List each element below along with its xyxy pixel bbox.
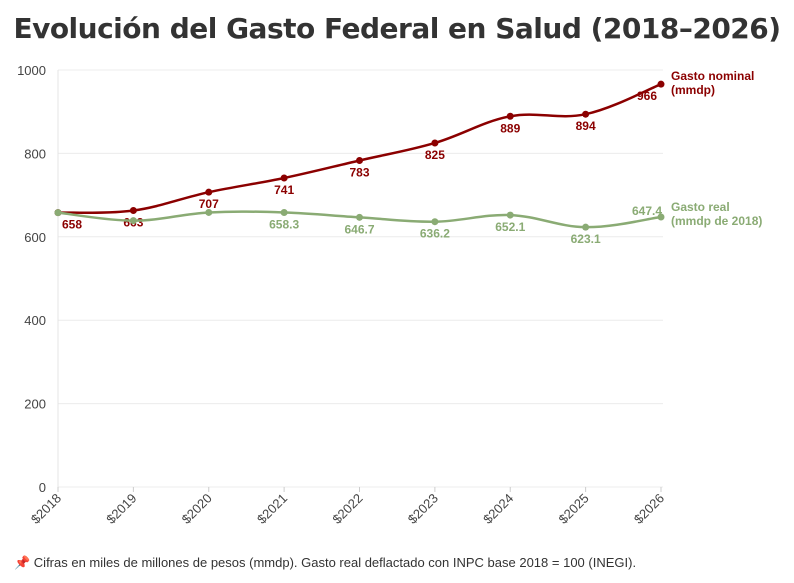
data-point <box>431 218 439 226</box>
data-point <box>54 209 62 217</box>
data-point <box>280 208 288 216</box>
series-label: (mmdp) <box>671 83 715 97</box>
data-label: 783 <box>349 165 369 179</box>
data-point <box>129 207 137 215</box>
data-label: 636.2 <box>420 227 450 241</box>
data-point <box>582 223 590 231</box>
y-tick-label: 200 <box>24 397 46 412</box>
data-point <box>506 211 514 219</box>
data-label: 658 <box>62 218 82 232</box>
data-point <box>205 208 213 216</box>
data-label: 889 <box>500 121 520 135</box>
y-tick-label: 0 <box>39 480 46 495</box>
data-label: 894 <box>576 119 596 133</box>
x-tick-label: $2021 <box>254 491 290 527</box>
chart-title: Evolución del Gasto Federal en Salud (20… <box>13 12 781 45</box>
x-tick-label: $2020 <box>179 491 215 527</box>
data-point <box>280 174 288 182</box>
data-point <box>129 217 137 225</box>
x-tick-label: $2019 <box>103 491 139 527</box>
data-label: 741 <box>274 183 294 197</box>
data-label: 966 <box>637 89 657 103</box>
data-point <box>657 213 665 221</box>
data-label: 647.4 <box>632 204 662 218</box>
data-point <box>356 156 363 164</box>
x-tick-label: $2022 <box>329 491 365 527</box>
series-line-0 <box>57 83 662 215</box>
data-label: 825 <box>425 148 445 162</box>
y-tick-label: 800 <box>24 146 46 161</box>
series-label: Gasto real <box>671 200 730 214</box>
y-tick-label: 600 <box>24 230 46 245</box>
y-tick-label: 1000 <box>17 63 46 78</box>
data-point <box>657 80 665 88</box>
x-tick-label: $2023 <box>405 491 441 527</box>
data-label: 652.1 <box>495 220 525 234</box>
footnote: 📌 Cifras en miles de millones de pesos (… <box>14 555 637 570</box>
data-label: 658.3 <box>269 217 299 231</box>
data-point <box>506 112 514 120</box>
series-label: (mmdp de 2018) <box>671 214 762 228</box>
x-tick-label: $2026 <box>631 491 667 527</box>
series-label: Gasto nominal <box>671 69 754 83</box>
data-point <box>356 213 363 221</box>
x-tick-label: $2024 <box>480 491 516 527</box>
x-tick-label: $2018 <box>28 491 64 527</box>
x-tick-label: $2025 <box>556 491 592 527</box>
data-label: 707 <box>199 197 219 211</box>
data-label: 623.1 <box>571 232 601 246</box>
data-point <box>431 139 439 147</box>
data-point <box>205 188 213 196</box>
y-tick-label: 400 <box>24 313 46 328</box>
data-label: 646.7 <box>344 222 374 236</box>
data-point <box>582 110 590 118</box>
